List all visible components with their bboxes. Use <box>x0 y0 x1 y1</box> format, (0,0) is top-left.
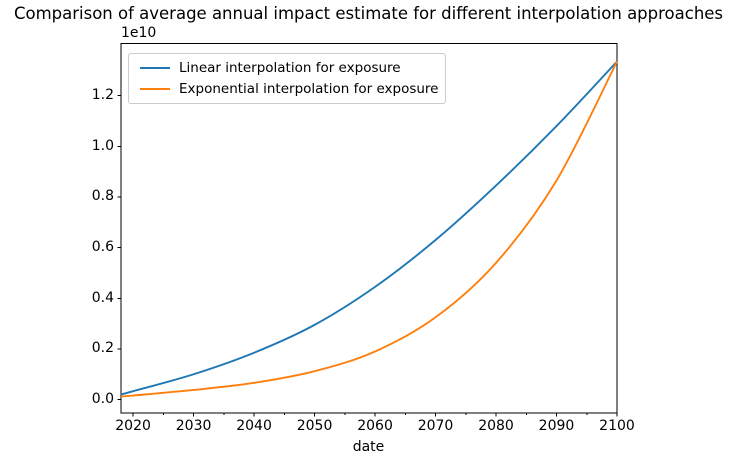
axes-spines <box>120 43 618 414</box>
x-tick-label: 2030 <box>175 418 212 434</box>
x-tick-label: 2040 <box>236 418 272 434</box>
x-axis-label: date <box>352 439 385 455</box>
x-tick-label: 2070 <box>417 418 454 434</box>
x-tick-label: 2080 <box>478 418 514 434</box>
legend-label-exponential: Exponential interpolation for exposure <box>179 80 439 97</box>
chart-title: Comparison of average annual impact esti… <box>13 4 724 23</box>
x-tick-label: 2050 <box>296 418 333 434</box>
series-line-1 <box>120 61 618 398</box>
y-axis-scale-offset-label: 1e10 <box>121 25 157 41</box>
legend-line-sample-exponential <box>140 87 170 90</box>
y-tick-label: 0.0 <box>91 391 114 408</box>
y-tick-label: 0.6 <box>91 239 114 256</box>
y-tick-label: 0.4 <box>91 289 114 306</box>
legend: Linear interpolation for exposure Expone… <box>128 53 446 104</box>
x-tick-label: 2090 <box>538 418 575 434</box>
legend-item-linear: Linear interpolation for exposure <box>129 60 445 76</box>
x-tick-label: 2020 <box>115 418 151 434</box>
legend-line-sample-linear <box>140 67 170 70</box>
tick-marks <box>117 95 618 417</box>
y-tick-label: 0.2 <box>91 340 114 357</box>
y-tick-label: 0.8 <box>91 188 114 205</box>
y-tick-label: 1.0 <box>91 137 114 154</box>
legend-item-exponential: Exponential interpolation for exposure <box>129 81 445 97</box>
y-tick-label: 1.2 <box>91 87 114 104</box>
series-line-0 <box>120 60 618 396</box>
x-tick-label: 2060 <box>357 418 393 434</box>
data-curves <box>120 60 618 398</box>
legend-label-linear: Linear interpolation for exposure <box>179 60 401 77</box>
x-tick-label: 2100 <box>599 418 635 434</box>
